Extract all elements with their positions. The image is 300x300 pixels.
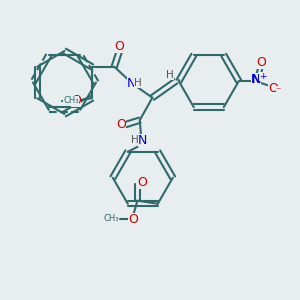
Text: CH₃: CH₃ <box>103 214 119 223</box>
Text: O: O <box>116 118 126 131</box>
Text: H: H <box>131 135 139 145</box>
Text: N: N <box>127 77 136 90</box>
Text: O: O <box>128 213 138 226</box>
Text: H: H <box>166 70 174 80</box>
Text: O: O <box>256 56 266 69</box>
Text: O: O <box>71 94 81 107</box>
Text: O: O <box>115 40 124 53</box>
Text: N: N <box>138 134 148 147</box>
Text: O: O <box>137 176 147 189</box>
Text: ⁻: ⁻ <box>276 86 281 96</box>
Text: +: + <box>259 72 266 81</box>
Text: N: N <box>251 73 261 86</box>
Text: O: O <box>268 82 278 95</box>
Text: H: H <box>134 78 142 88</box>
Text: CH₃: CH₃ <box>63 96 79 105</box>
